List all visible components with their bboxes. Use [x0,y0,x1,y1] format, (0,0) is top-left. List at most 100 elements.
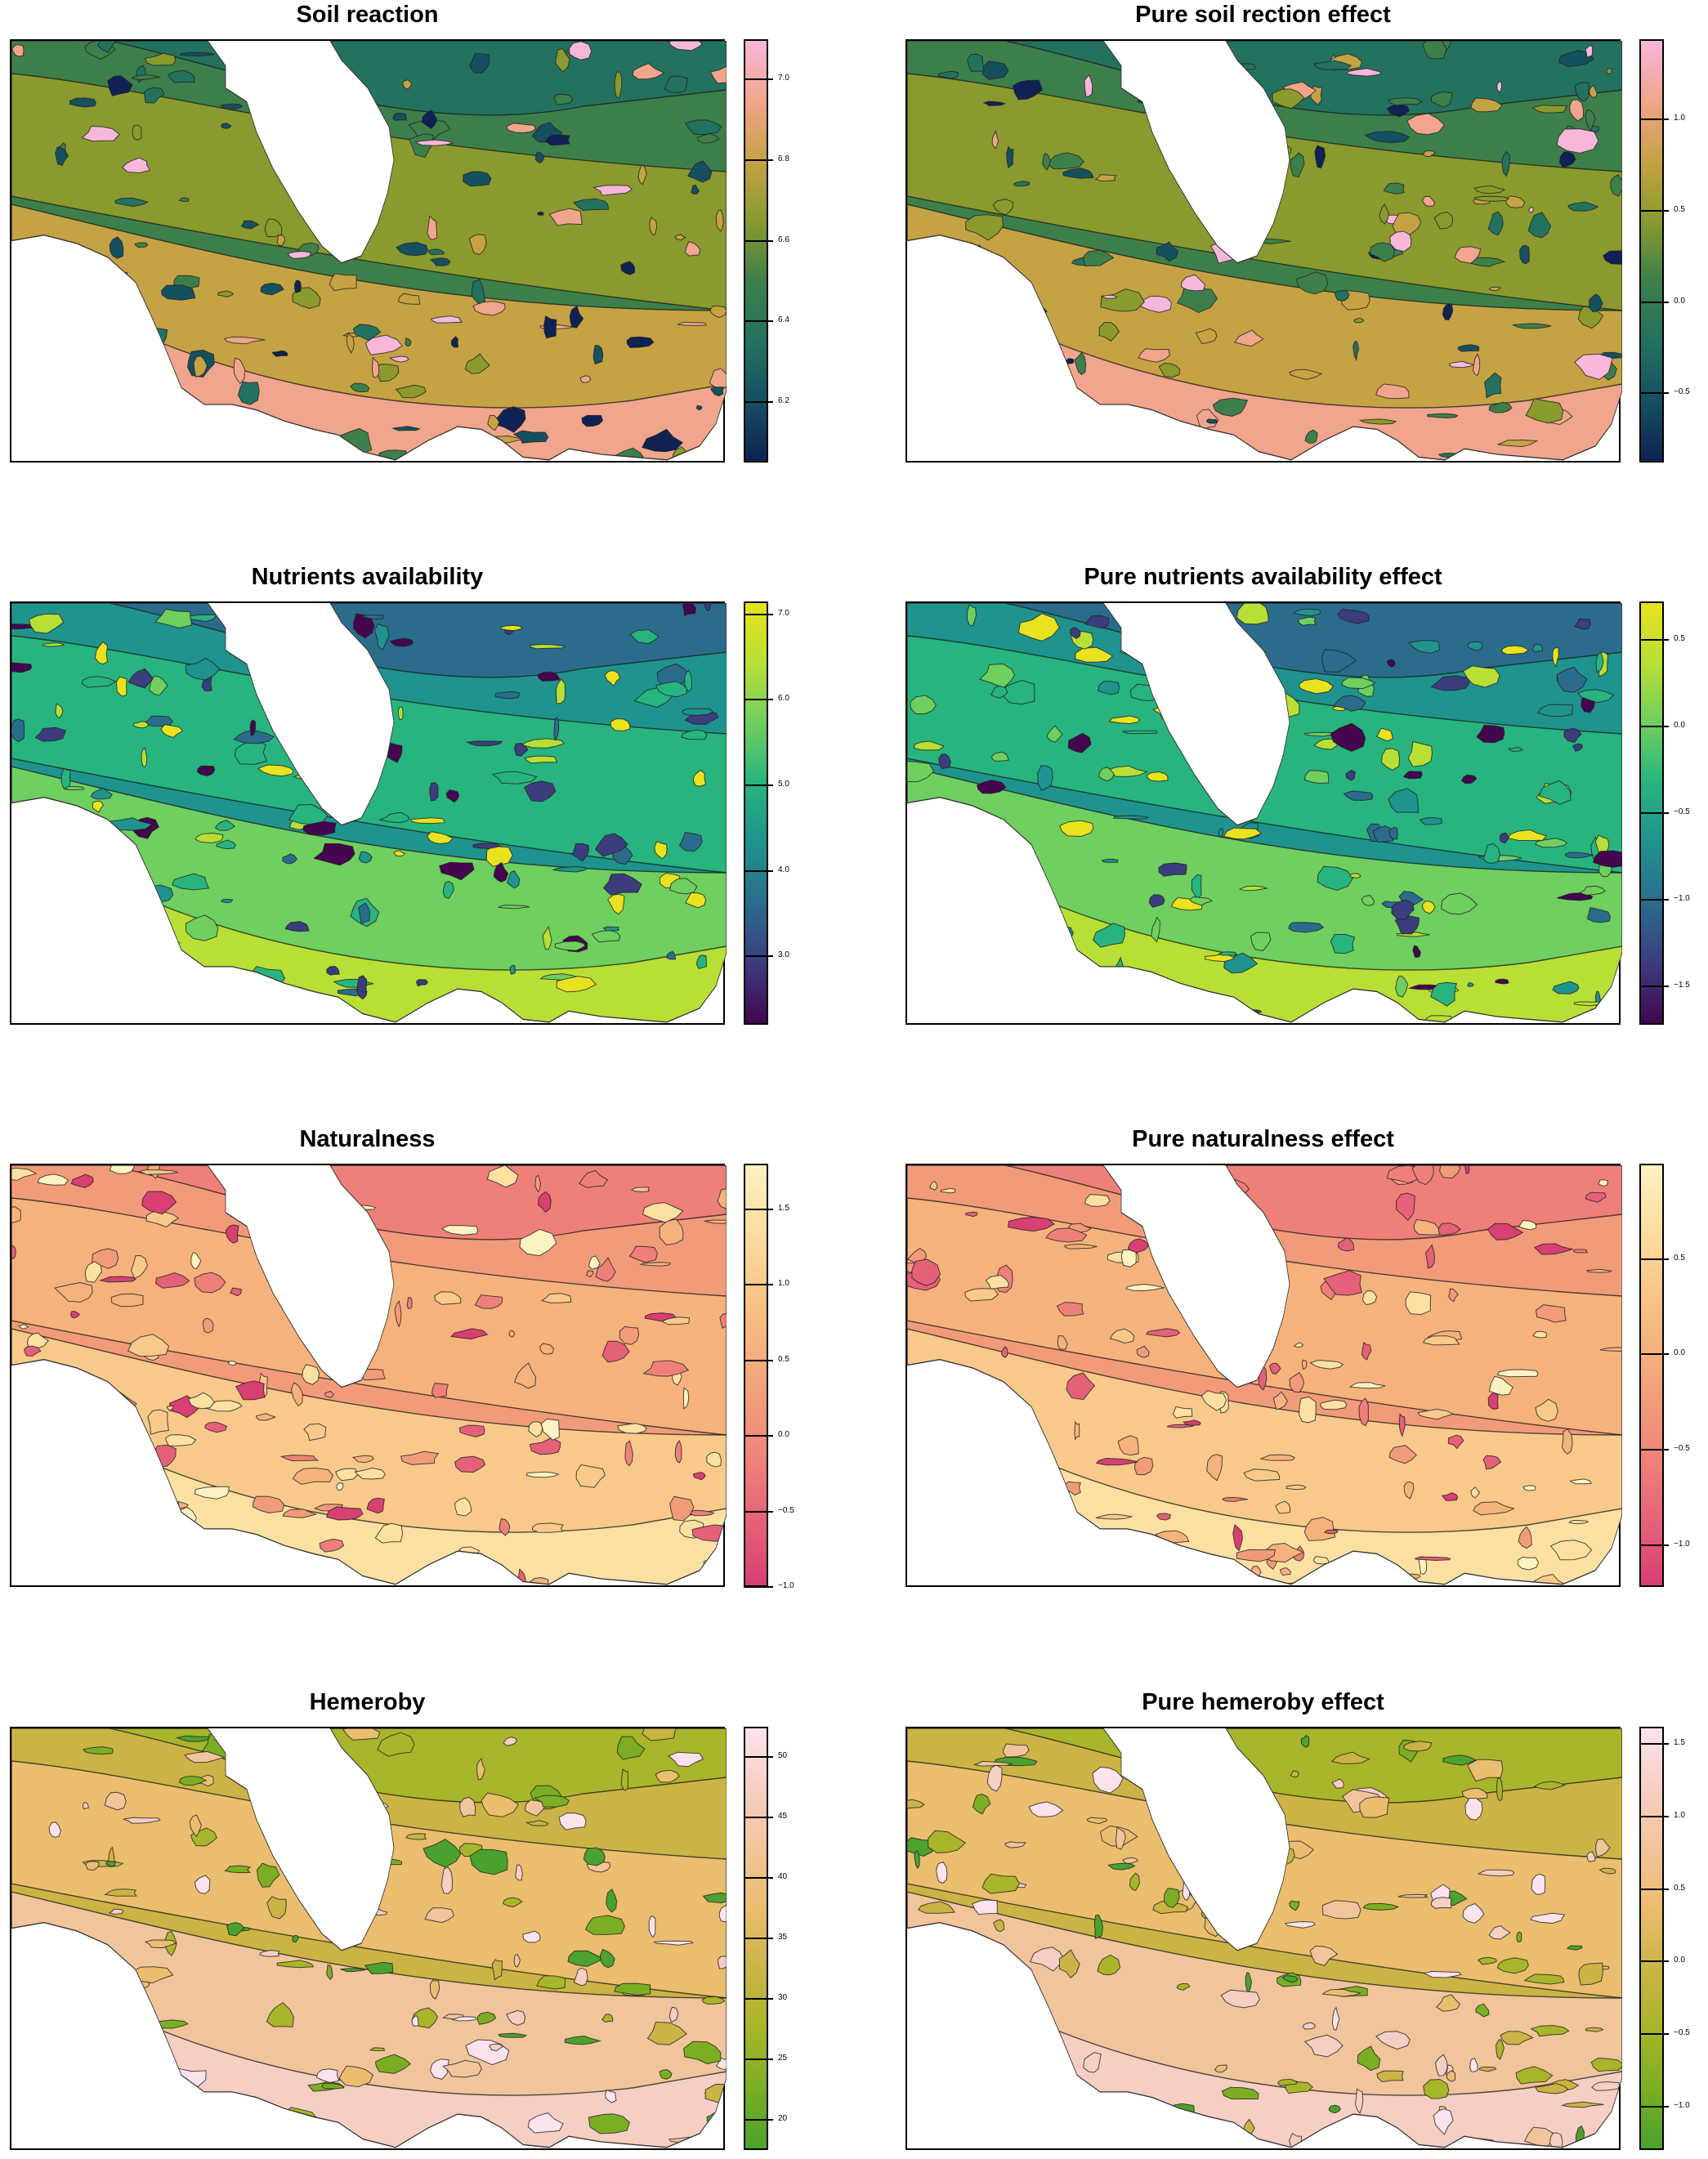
contour-patch [391,112,408,121]
contour-patch [1236,603,1269,625]
contour-patch [276,235,286,247]
contour-patch [130,1254,148,1280]
contour-patch [527,1576,549,1585]
contour-patch [329,273,357,292]
contour-patch [427,248,445,256]
contour-patch [1295,271,1329,295]
colorbar-tick-label: 6.4 [778,315,789,325]
contour-patch [142,1542,169,1561]
contour-patch [1375,383,1410,400]
contour-patch [512,430,549,444]
contour-patch [920,399,933,426]
contour-patch [1234,329,1264,347]
contour-patch [1056,1302,1084,1316]
contour-patch [78,2027,96,2049]
contour-patch [190,448,227,460]
colorbar-tick-label: 1.5 [1674,1738,1685,1748]
contour-patch [185,914,219,941]
contour-patch [523,780,557,802]
contour-patch [1482,843,1501,864]
contour-patch [1430,981,1457,1007]
contour-patch [564,2035,602,2045]
colorbar-tick [744,1435,773,1437]
contour-patch [78,1023,97,1026]
contour-patch [440,1866,454,1894]
contour-patch [639,1262,671,1267]
contour-patch [572,198,610,212]
contour-patch [311,1331,323,1354]
contour-patch [993,1919,1005,1933]
contour-patch [144,87,165,104]
contour-patch [1202,727,1227,744]
contour-patch [1035,2125,1055,2139]
contour-patch [982,101,1006,106]
contour-patch [696,132,720,144]
colorbar-tick [744,955,773,958]
contour-patch [1466,982,1474,987]
contour-patch [184,1750,226,1763]
contour-patch [509,964,516,975]
contour-patch [503,1897,523,1907]
contour-patch [1108,715,1141,725]
contour-patch [1187,606,1201,628]
contour-patch [1125,1284,1165,1292]
contour-patch [1018,2128,1030,2148]
contour-patch [1209,192,1250,207]
contour-patch [187,1392,216,1410]
contour-patch [991,287,1031,293]
contour-patch [1037,765,1053,791]
contour-patch [314,1290,323,1308]
colorbar-tick-label: 0.0 [1674,296,1685,306]
contour-patch [558,1813,587,1830]
contour-patch [1348,1382,1386,1389]
study-area-outline [11,1728,727,2148]
contour-patch [964,1288,999,1302]
contour-patch [1136,95,1169,105]
contour-patch [324,1787,342,1811]
contour-patch [628,1245,659,1263]
contour-patch [486,1165,519,1188]
colorbar [1639,1727,1664,2150]
contour-patch [1572,743,1583,752]
contour-patch [1284,1920,1316,1929]
contour-patch [1250,932,1272,951]
contour-patch [53,2081,65,2097]
contour-patch [1380,748,1401,771]
contour-patch [683,2041,722,2065]
contour-patch [439,861,475,881]
contour-patch [123,390,144,413]
contour-patch [1094,174,1117,182]
contour-patch [682,603,697,617]
contour-patch [290,1240,303,1248]
contour-patch [359,1368,387,1381]
contour-patch [1158,362,1181,378]
colorbar-tick [1639,899,1669,901]
contour-patch [1098,767,1115,782]
contour-patch [1067,732,1092,753]
contour-patch [1430,91,1453,108]
map-raster [907,1165,1622,1585]
study-area-outline [907,41,1622,461]
contour-patch [147,1409,169,1435]
contour-patch [1029,418,1047,441]
contour-patch [1507,829,1547,842]
contour-patch [642,1202,684,1223]
contour-patch [11,2106,40,2111]
contour-patch [1476,724,1505,744]
contour-patch [1447,1434,1464,1450]
contour-patch [584,1915,625,1935]
contour-patch [1470,97,1503,113]
contour-patch [270,41,284,49]
contour-patch [349,1343,366,1353]
contour-patch [1430,675,1470,691]
contour-patch [1201,123,1232,129]
contour-patch [1063,1244,1098,1249]
contour-patch [1165,56,1177,72]
contour-patch [616,1736,646,1760]
contour-patch [1222,1496,1249,1503]
contour-patch [929,874,959,885]
contour-patch [1358,418,1397,425]
contour-patch [1388,1445,1417,1464]
contour-patch [644,1312,677,1322]
colorbar-tick [744,239,773,242]
